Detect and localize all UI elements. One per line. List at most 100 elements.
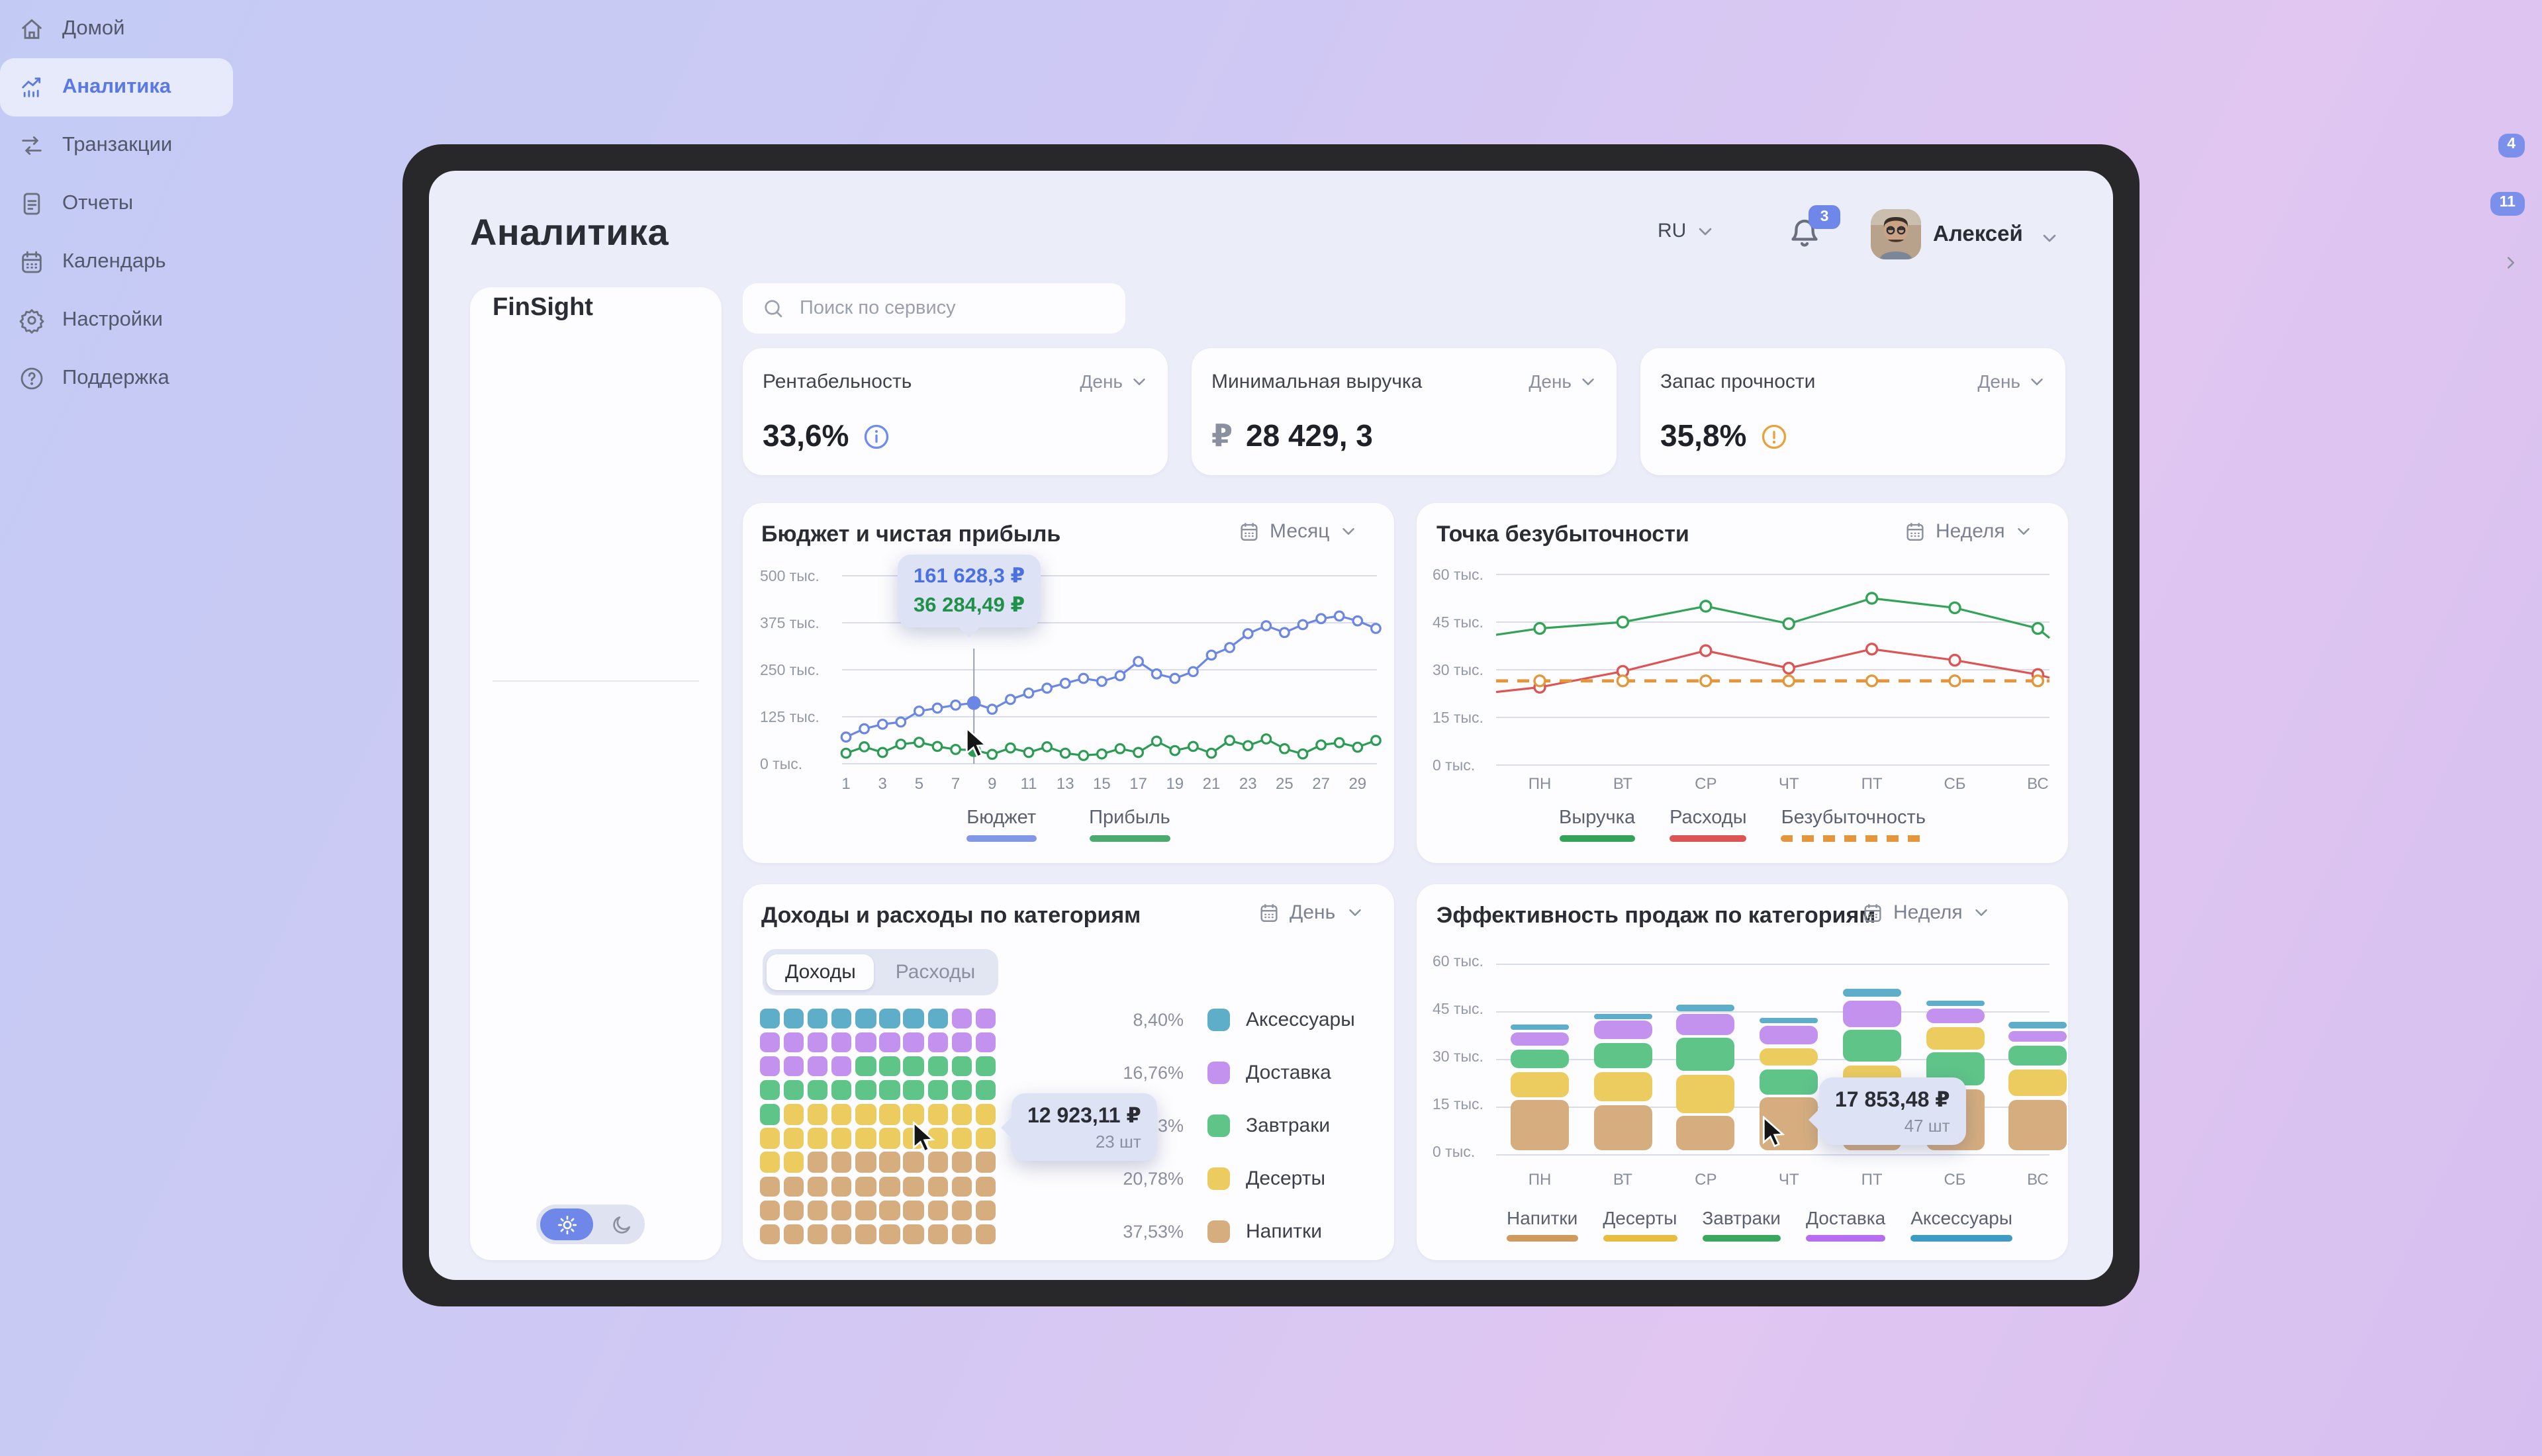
legend-item-Аксессуары[interactable]: Аксессуары: [1910, 1207, 2012, 1241]
bar-segment-Напитки[interactable]: [1511, 1100, 1569, 1151]
waffle-cell: [831, 1152, 852, 1173]
legend-item-Выручка[interactable]: Выручка: [1559, 807, 1636, 841]
user-menu-chevron[interactable]: [2039, 228, 2060, 249]
svg-text:ПТ: ПТ: [1861, 775, 1883, 793]
bar-segment-Доставка[interactable]: [1842, 1000, 1901, 1027]
waffle-cell: [831, 1032, 852, 1053]
legend-item-Десерты[interactable]: Десерты: [1603, 1207, 1677, 1241]
bar-segment-Аксессуары[interactable]: [1511, 1024, 1569, 1030]
tab-income[interactable]: Доходы: [767, 954, 874, 990]
bar-segment-Десерты[interactable]: [1760, 1048, 1818, 1066]
bar-segment-Аксессуары[interactable]: [1926, 1000, 1984, 1006]
kpi-period-value: День: [1977, 371, 2020, 392]
bar-segment-Напитки[interactable]: [1593, 1105, 1652, 1151]
bar-segment-Десерты[interactable]: [1511, 1071, 1569, 1097]
sidebar-item-5[interactable]: Календарь: [0, 233, 2514, 291]
bar-segment-Напитки[interactable]: [2008, 1099, 2067, 1151]
bar-segment-Десерты[interactable]: [2008, 1069, 2067, 1097]
svg-text:ЧТ: ЧТ: [1779, 775, 1799, 793]
waffle-cell: [760, 1080, 780, 1101]
category-legend-row-Десерты: 20,78% Десерты: [1086, 1162, 1325, 1194]
kpi-period-select[interactable]: День: [1977, 371, 2047, 392]
legend-item-Расходы[interactable]: Расходы: [1670, 807, 1747, 841]
budget-period-select[interactable]: Месяц: [1238, 520, 1358, 543]
legend-item-Напитки[interactable]: Напитки: [1507, 1207, 1578, 1241]
y-axis-label: 0 тыс.: [1433, 1145, 1476, 1161]
bar-segment-Доставка[interactable]: [1760, 1026, 1818, 1045]
categories-period-select[interactable]: День: [1258, 901, 1364, 924]
sidebar-item-поддержка[interactable]: Поддержка: [0, 349, 233, 408]
bar-segment-Напитки[interactable]: [1676, 1116, 1735, 1151]
budget-chart-plot[interactable]: 500 тыс.375 тыс.250 тыс.125 тыс.0 тыс.1 3…: [743, 503, 1394, 863]
bar-segment-Завтраки[interactable]: [1511, 1049, 1569, 1069]
bar-segment-Аксессуары[interactable]: [1760, 1018, 1818, 1024]
bar-segment-Доставка[interactable]: [1593, 1021, 1652, 1040]
bar-segment-Доставка[interactable]: [1676, 1014, 1735, 1035]
sidebar-item-1[interactable]: Домой: [0, 0, 233, 58]
legend-item-Завтраки[interactable]: Завтраки: [1702, 1207, 1781, 1241]
search-input[interactable]: [797, 296, 1094, 320]
waffle-cell: [760, 1152, 780, 1173]
breakeven-chart-plot[interactable]: 60 тыс. 45 тыс. 30 тыс. 15 тыс. 0 тыс. ПН ВТ СР…: [1417, 503, 2068, 863]
waffle-cell: [879, 1176, 900, 1197]
legend-item-Прибыль[interactable]: Прибыль: [1089, 807, 1170, 841]
kpi-period-select[interactable]: День: [1080, 371, 1149, 392]
bar-segment-Завтраки[interactable]: [1676, 1038, 1735, 1071]
bar-segment-Аксессуары[interactable]: [2008, 1021, 2067, 1028]
bar-segment-Завтраки[interactable]: [2008, 1045, 2067, 1066]
legend-item-Безубыточность[interactable]: Безубыточность: [1781, 807, 1926, 841]
bar-segment-Десерты[interactable]: [1676, 1075, 1735, 1113]
sidebar-item-3[interactable]: Транзакции 4: [0, 116, 2525, 175]
chevron-down-icon: [1582, 378, 1594, 385]
bar-segment-Аксессуары[interactable]: [1593, 1014, 1652, 1020]
categories-tooltip: 12 923,11 ₽ 23 шт: [1012, 1093, 1157, 1161]
chevron-down-icon: [2043, 234, 2056, 242]
waffle-cell: [808, 1128, 828, 1149]
bar-segment-Аксессуары[interactable]: [1842, 989, 1901, 997]
tab-expenses[interactable]: Расходы: [895, 961, 976, 983]
waffle-cell: [927, 1152, 948, 1173]
waffle-cell: [903, 1104, 924, 1124]
bar-segment-Завтраки[interactable]: [1842, 1030, 1901, 1062]
svg-text:15 тыс.: 15 тыс.: [1433, 709, 1483, 726]
legend-label: Выручка: [1559, 807, 1636, 829]
bar-segment-Доставка[interactable]: [1926, 1008, 1984, 1024]
waffle-cell: [831, 1224, 852, 1244]
bar-segment-Завтраки[interactable]: [1760, 1069, 1818, 1095]
svg-text:125 тыс.: 125 тыс.: [760, 708, 820, 725]
bar-segment-Аксессуары[interactable]: [1676, 1005, 1735, 1011]
info-icon[interactable]: [862, 422, 891, 451]
x-axis-label: СР: [1695, 1170, 1717, 1189]
legend-item-Доставка[interactable]: Доставка: [1805, 1207, 1886, 1241]
avatar[interactable]: [1871, 209, 1921, 259]
theme-light-button[interactable]: [540, 1208, 593, 1240]
mouse-cursor: [1762, 1116, 1785, 1148]
sidebar-item-4[interactable]: Отчеты 11: [0, 175, 2525, 233]
legend-item-Бюджет[interactable]: Бюджет: [966, 807, 1037, 841]
kpi-period-select[interactable]: День: [1529, 371, 1598, 392]
bar-segment-Завтраки[interactable]: [1593, 1043, 1652, 1069]
sidebar-item-2[interactable]: Аналитика: [0, 58, 233, 116]
language-select[interactable]: RU: [1658, 220, 1715, 242]
warning-icon[interactable]: [1760, 422, 1789, 451]
breakeven-chart-title: Точка безубыточности: [1436, 522, 1689, 547]
category-percent: 20,78%: [1123, 1168, 1184, 1188]
sales-period-select[interactable]: Неделя: [1861, 901, 1992, 924]
svg-text:19: 19: [1166, 775, 1184, 793]
svg-text:500 тыс.: 500 тыс.: [760, 567, 820, 584]
waffle-cell: [879, 1200, 900, 1220]
breakeven-period-select[interactable]: Неделя: [1904, 520, 2034, 543]
waffle-cell: [903, 1056, 924, 1077]
bar-segment-Доставка[interactable]: [1511, 1032, 1569, 1046]
waffle-grid[interactable]: [760, 1009, 996, 1244]
waffle-cell: [760, 1056, 780, 1077]
waffle-cell: [951, 1200, 972, 1220]
sidebar-item-настройки[interactable]: Настройки: [0, 291, 233, 349]
bar-segment-Десерты[interactable]: [1593, 1071, 1652, 1102]
kpi-title: Минимальная выручка: [1211, 371, 1423, 393]
bar-segment-Десерты[interactable]: [1926, 1027, 1984, 1050]
user-name[interactable]: Алексей: [1933, 222, 2023, 246]
theme-dark-button[interactable]: [604, 1212, 638, 1236]
bar-segment-Доставка[interactable]: [2008, 1031, 2067, 1042]
search-bar[interactable]: [743, 283, 1125, 334]
